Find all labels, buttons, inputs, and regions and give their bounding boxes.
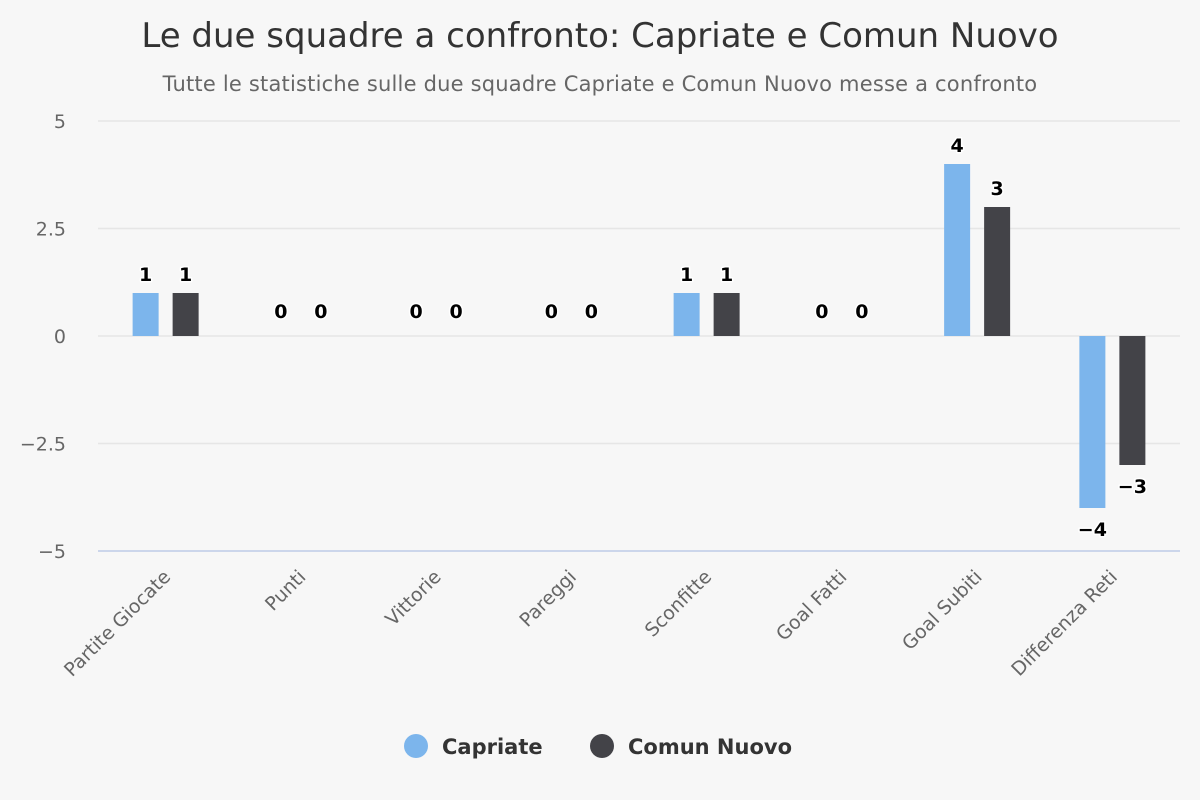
y-tick-label: 2.5 [36, 219, 66, 241]
data-label: 0 [545, 301, 558, 323]
bars [132, 164, 1146, 508]
data-label: 0 [815, 301, 828, 323]
legend-label: Capriate [442, 735, 543, 759]
chart-title: Le due squadre a confronto: Capriate e C… [141, 16, 1058, 56]
y-tick-label: −2.5 [20, 434, 66, 456]
data-label: 0 [314, 301, 327, 323]
x-tick-label: Punti [261, 566, 310, 615]
legend-marker [404, 734, 428, 758]
data-label: −3 [1118, 476, 1147, 498]
data-label: 0 [450, 301, 463, 323]
grid-lines [98, 120, 1180, 552]
bar-capriate[interactable] [1079, 336, 1106, 508]
bar-comun-nuovo[interactable] [1119, 336, 1146, 465]
y-axis: 5 2.5 0 −2.5 −5 [20, 111, 66, 563]
data-label: 0 [585, 301, 598, 323]
y-tick-label: 5 [54, 111, 66, 133]
data-label: 1 [179, 264, 192, 286]
data-label: 1 [139, 264, 152, 286]
bar-capriate[interactable] [673, 293, 700, 336]
bar-capriate[interactable] [132, 293, 159, 336]
legend-label: Comun Nuovo [628, 735, 792, 759]
x-tick-label: Differenza Reti [1007, 566, 1122, 681]
x-tick-label: Sconfitte [641, 566, 716, 641]
x-tick-label: Partite Giocate [60, 566, 175, 681]
legend-item[interactable]: Capriate [404, 734, 543, 759]
bar-capriate[interactable] [944, 164, 971, 336]
data-label: 0 [855, 301, 868, 323]
x-tick-label: Goal Subiti [898, 566, 987, 655]
data-label: 3 [991, 178, 1004, 200]
legend-marker [590, 734, 614, 758]
bar-comun-nuovo[interactable] [984, 207, 1011, 336]
data-labels: 1 1 0 0 0 0 0 0 1 1 0 0 4 3 −4 −3 [138, 134, 1149, 543]
data-label: 0 [274, 301, 287, 323]
y-tick-label: −5 [38, 541, 66, 563]
x-tick-label: Goal Fatti [772, 566, 851, 645]
legend-item[interactable]: Comun Nuovo [590, 734, 792, 759]
data-label: 1 [680, 264, 693, 286]
y-tick-label: 0 [54, 326, 66, 348]
data-label: 4 [951, 135, 964, 157]
x-tick-label: Vittorie [381, 566, 445, 630]
x-tick-label: Pareggi [515, 566, 581, 632]
x-axis: Partite Giocate Punti Vittorie Pareggi Sconf… [60, 566, 1122, 681]
data-label: −4 [1078, 519, 1107, 541]
chart-subtitle: Tutte le statistiche sulle due squadre C… [162, 72, 1038, 96]
data-label: 1 [720, 264, 733, 286]
bar-comun-nuovo[interactable] [172, 293, 199, 336]
bar-comun-nuovo[interactable] [713, 293, 740, 336]
legend[interactable]: Capriate Comun Nuovo [404, 734, 792, 759]
data-label: 0 [410, 301, 423, 323]
